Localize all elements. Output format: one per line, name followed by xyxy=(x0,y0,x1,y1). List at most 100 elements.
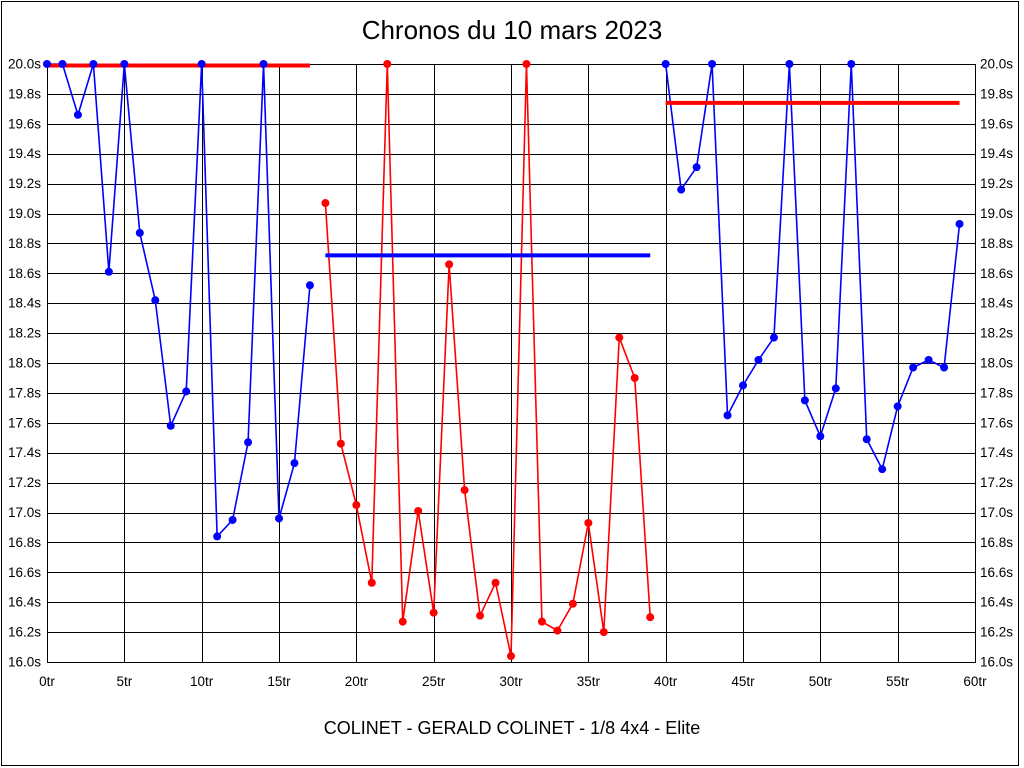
data-point xyxy=(383,60,392,68)
x-tick-label: 30tr xyxy=(499,674,523,689)
data-point xyxy=(336,439,345,448)
y-tick-label-right: 16.4s xyxy=(980,595,1013,610)
series-points-run-1-blue xyxy=(43,60,314,541)
x-tick-label: 25tr xyxy=(422,674,446,689)
y-tick-label-right: 18.6s xyxy=(980,266,1013,281)
data-point xyxy=(367,578,376,587)
series-points-run-2-red xyxy=(321,60,655,661)
data-point xyxy=(924,356,933,365)
y-tick-label-right: 18.8s xyxy=(980,236,1013,251)
x-tick-label: 50tr xyxy=(809,674,833,689)
data-point xyxy=(692,163,701,172)
y-tick-label-right: 17.6s xyxy=(980,415,1013,430)
data-point xyxy=(476,611,485,620)
y-tick-label-left: 18.6s xyxy=(8,266,41,281)
y-tick-label-right: 19.6s xyxy=(980,116,1013,131)
x-tick-label: 20tr xyxy=(345,674,369,689)
data-point xyxy=(584,518,593,527)
data-point xyxy=(831,384,840,393)
data-point xyxy=(723,411,732,420)
data-point xyxy=(893,402,902,411)
y-tick-label-left: 17.2s xyxy=(8,475,41,490)
series-points-run-3-blue xyxy=(661,60,964,474)
x-tick-label: 35tr xyxy=(577,674,601,689)
data-point xyxy=(460,486,469,495)
data-point xyxy=(398,617,407,626)
data-point xyxy=(104,267,113,276)
y-tick-label-left: 16.8s xyxy=(8,535,41,550)
data-point xyxy=(197,60,206,68)
y-tick-label-left: 19.4s xyxy=(8,146,41,161)
data-point xyxy=(909,363,918,372)
y-tick-label-right: 19.0s xyxy=(980,206,1013,221)
x-tick-label: 10tr xyxy=(190,674,214,689)
y-tick-label-left: 19.2s xyxy=(8,176,41,191)
plot-border xyxy=(47,64,976,663)
y-tick-label-right: 16.2s xyxy=(980,625,1013,640)
series-line-run-2-red xyxy=(324,63,652,657)
x-tick-label: 15tr xyxy=(267,674,291,689)
chart-caption: COLINET - GERALD COLINET - 1/8 4x4 - Eli… xyxy=(323,718,701,738)
y-tick-label-left: 17.6s xyxy=(8,415,41,430)
data-point xyxy=(166,421,175,430)
data-point xyxy=(677,185,686,194)
data-point xyxy=(940,363,949,372)
series-line-run-3-blue xyxy=(664,63,961,470)
y-tick-label-right: 19.4s xyxy=(980,146,1013,161)
data-point xyxy=(522,60,531,68)
series-line-run-1-blue xyxy=(46,63,311,538)
data-point xyxy=(507,652,515,661)
data-point xyxy=(553,626,562,635)
data-point xyxy=(414,507,423,516)
data-point xyxy=(135,228,144,237)
data-point xyxy=(568,599,577,608)
y-tick-label-left: 18.0s xyxy=(8,356,41,371)
data-point xyxy=(646,613,655,622)
data-point xyxy=(491,578,500,587)
y-tick-label-left: 20.0s xyxy=(8,57,41,72)
data-point xyxy=(305,281,314,290)
y-tick-label-left: 18.4s xyxy=(8,296,41,311)
data-point xyxy=(321,199,330,208)
y-tick-label-right: 18.0s xyxy=(980,356,1013,371)
y-tick-label-right: 17.0s xyxy=(980,505,1013,520)
y-tick-label-right: 20.0s xyxy=(980,57,1013,72)
y-tick-label-left: 19.0s xyxy=(8,206,41,221)
data-point xyxy=(615,333,624,342)
data-point xyxy=(661,60,670,68)
x-tick-label: 60tr xyxy=(963,674,987,689)
data-point xyxy=(878,465,887,474)
data-point xyxy=(429,608,438,617)
y-tick-label-left: 16.0s xyxy=(8,655,41,670)
data-point xyxy=(244,438,253,447)
y-tick-label-right: 18.2s xyxy=(980,326,1013,341)
y-tick-label-right: 17.2s xyxy=(980,475,1013,490)
y-tick-label-left: 16.6s xyxy=(8,565,41,580)
data-point xyxy=(847,60,856,68)
y-tick-label-right: 19.2s xyxy=(980,176,1013,191)
data-point xyxy=(537,617,546,626)
data-point xyxy=(259,60,268,68)
data-point xyxy=(182,387,191,396)
data-point xyxy=(785,60,794,68)
data-point xyxy=(290,459,299,468)
y-tick-label-left: 17.0s xyxy=(8,505,41,520)
y-tick-label-left: 17.4s xyxy=(8,445,41,460)
y-tick-label-right: 17.8s xyxy=(980,385,1013,400)
data-point xyxy=(213,532,222,541)
x-tick-label: 5tr xyxy=(116,674,132,689)
data-point xyxy=(43,60,51,68)
data-point xyxy=(630,373,639,382)
y-tick-label-right: 18.4s xyxy=(980,296,1013,311)
data-point xyxy=(816,432,825,441)
data-point xyxy=(769,333,778,342)
data-point xyxy=(352,501,361,510)
y-tick-label-right: 16.6s xyxy=(980,565,1013,580)
data-point xyxy=(73,110,82,119)
data-point xyxy=(120,60,129,68)
data-point xyxy=(754,356,763,365)
x-tick-label: 45tr xyxy=(731,674,755,689)
data-point xyxy=(58,60,67,68)
